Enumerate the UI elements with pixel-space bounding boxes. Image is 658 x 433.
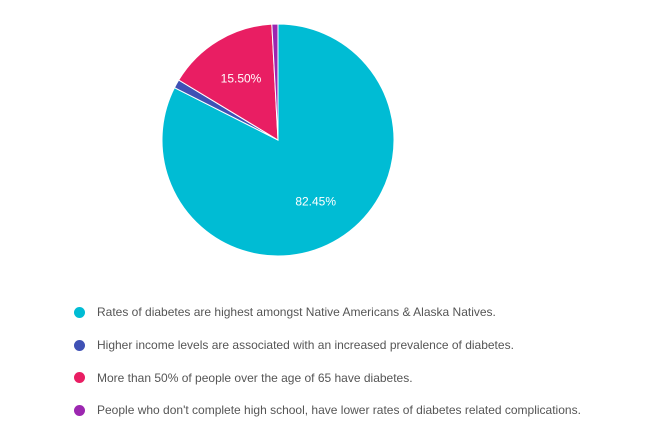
- legend-label: Rates of diabetes are highest amongst Na…: [97, 305, 496, 320]
- legend-label: Higher income levels are associated with…: [97, 338, 514, 353]
- slice-label-1: 82.45%: [295, 194, 336, 208]
- pie-slices: [161, 23, 395, 257]
- legend-marker-icon: [74, 306, 85, 318]
- pie-slice-1[interactable]: [161, 23, 395, 257]
- legend-marker-icon: [74, 339, 85, 351]
- legend-item-1[interactable]: Rates of diabetes are highest amongst Na…: [74, 296, 581, 329]
- legend-marker-icon: [74, 404, 85, 416]
- legend-item-4[interactable]: People who don't complete high school, h…: [74, 394, 581, 427]
- legend-label: People who don't complete high school, h…: [97, 403, 581, 418]
- pie-slice-4[interactable]: [271, 23, 279, 141]
- slice-labels: 82.45% 15.50%: [221, 71, 337, 208]
- legend-label: More than 50% of people over the age of …: [97, 370, 413, 385]
- legend-item-3[interactable]: More than 50% of people over the age of …: [74, 361, 581, 394]
- pie-slice-3[interactable]: [178, 23, 279, 141]
- legend-item-2[interactable]: Higher income levels are associated with…: [74, 329, 581, 362]
- chart-legend: Rates of diabetes are highest amongst Na…: [74, 296, 581, 427]
- slice-label-3: 15.50%: [221, 71, 262, 85]
- legend-marker-icon: [74, 372, 85, 384]
